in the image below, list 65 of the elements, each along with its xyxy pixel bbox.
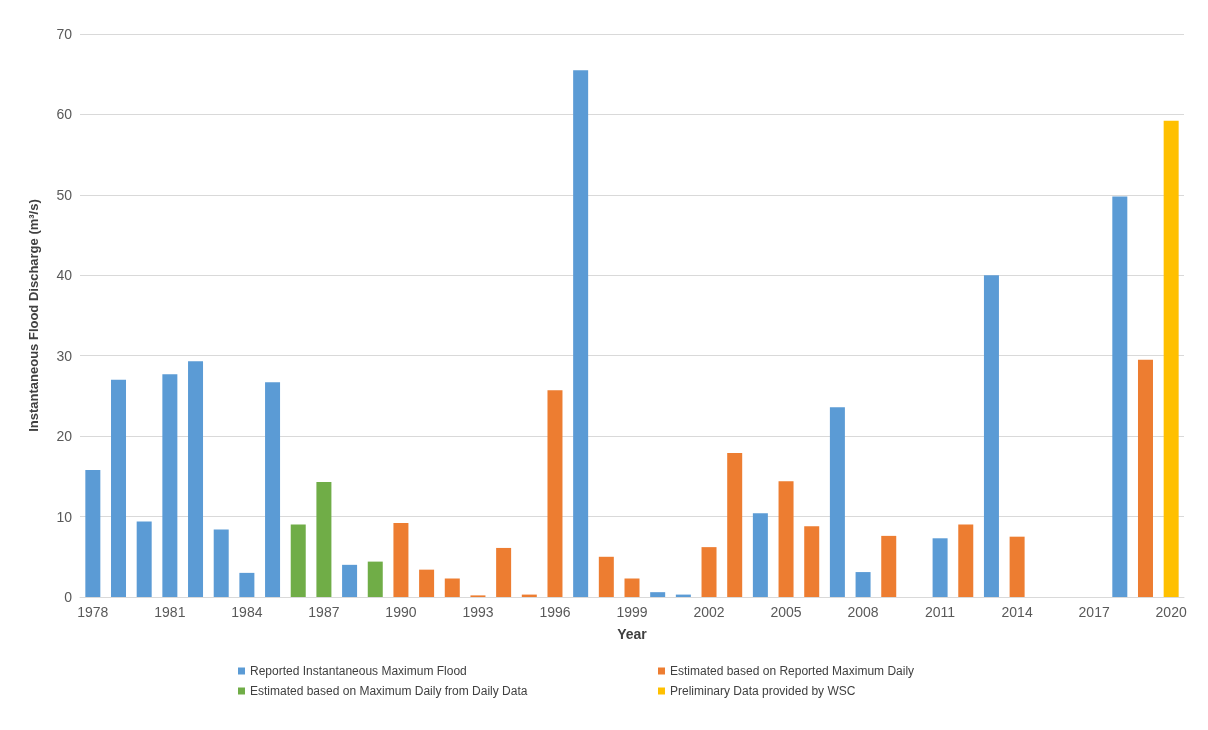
bar [1112,196,1128,597]
bar [213,529,229,597]
y-tick-label: 70 [56,26,73,42]
bar [367,561,383,597]
x-tick-label: 1993 [462,604,494,620]
legend-label: Estimated based on Maximum Daily from Daily Data [250,684,528,698]
y-tick-label: 40 [56,267,73,284]
bar [804,526,820,597]
y-tick-label: 20 [56,428,73,445]
x-tick-label: 1990 [385,604,417,620]
bar [496,547,512,597]
y-axis-title: Instantaneous Flood Discharge (m³/s) [26,199,41,432]
y-tick-label: 50 [56,186,73,203]
x-tick-label: 2020 [1155,604,1187,620]
bar [624,578,640,597]
x-tick-label: 1999 [616,604,648,620]
bar [1163,120,1179,597]
x-tick-label: 1996 [539,604,571,620]
bar [752,513,768,597]
bar [265,382,281,597]
y-tick-label: 60 [56,106,73,123]
bar [290,524,306,597]
bar [983,275,999,597]
bar [855,572,871,597]
x-tick-label: 1987 [308,604,340,620]
bar [701,547,717,597]
x-tick-label: 2008 [847,604,879,620]
bar [136,521,152,597]
x-tick-label: 2005 [770,604,802,620]
bar [650,592,666,597]
bar [598,556,614,597]
bar [111,379,127,597]
y-tick-label: 10 [56,508,73,525]
bar [547,390,563,597]
bar [239,572,255,597]
bar [393,523,409,597]
y-tick-label: 30 [56,347,73,364]
x-tick-label: 1984 [231,604,263,620]
x-tick-label: 1981 [154,604,186,620]
x-tick-label: 2017 [1078,604,1110,620]
bar [85,469,101,597]
bar [444,578,460,597]
bar [958,524,974,597]
bar [573,70,589,597]
x-tick-label: 2014 [1001,604,1033,620]
legend-label: Reported Instantaneous Maximum Flood [250,664,467,678]
bar [778,481,794,597]
bar [162,374,178,597]
legend-label: Estimated based on Reported Maximum Daily [670,664,915,678]
y-tick-label: 0 [64,589,73,605]
legend-label: Preliminary Data provided by WSC [670,684,856,698]
bar [342,564,358,597]
bar [1137,359,1153,597]
bar [727,453,743,597]
bar [419,569,435,597]
bar [1009,536,1025,597]
bar [932,538,948,597]
x-tick-label: 1978 [77,604,109,620]
bar [829,407,845,597]
bar [188,361,204,597]
x-tick-label: 2011 [925,604,956,620]
bar [316,481,332,597]
x-axis-title: Year [617,626,648,642]
x-tick-label: 2002 [693,604,725,620]
bar [881,535,897,597]
